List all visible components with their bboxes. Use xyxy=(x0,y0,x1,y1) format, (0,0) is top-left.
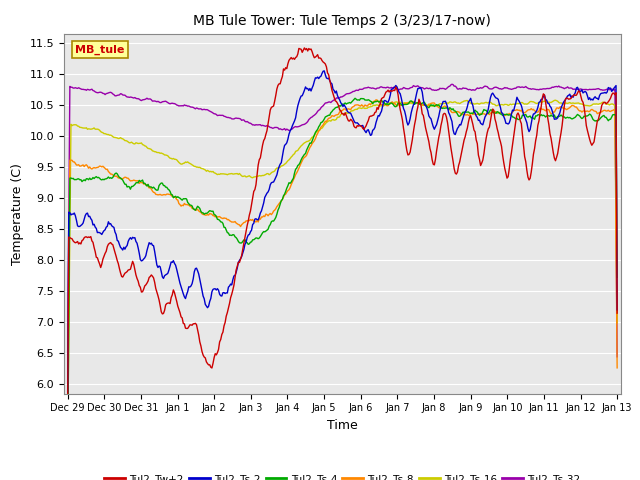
Tul2_Ts-32 xyxy=(328,98,336,104)
Tul2_Ts-2 xyxy=(64,390,72,396)
Tul2_Tw+2 xyxy=(362,123,370,129)
Tul2_Ts-8 xyxy=(372,97,380,103)
Tul2_Ts-32 xyxy=(515,84,523,90)
Line: Tul2_Ts-2: Tul2_Ts-2 xyxy=(68,71,617,393)
X-axis label: Time: Time xyxy=(327,419,358,432)
Tul2_Ts-16 xyxy=(552,97,559,103)
Tul2_Ts-2 xyxy=(321,68,328,74)
Tul2_Ts-4 xyxy=(324,112,332,118)
Tul2_Tw+2 xyxy=(515,113,523,119)
Tul2_Ts-32 xyxy=(391,84,399,90)
Legend: Tul2_Tw+2, Tul2_Ts-2, Tul2_Ts-4, Tul2_Ts-8, Tul2_Ts-16, Tul2_Ts-32: Tul2_Tw+2, Tul2_Ts-2, Tul2_Ts-4, Tul2_Ts… xyxy=(100,470,585,480)
Text: MB_tule: MB_tule xyxy=(75,44,125,55)
Tul2_Ts-4 xyxy=(613,275,621,280)
Tul2_Ts-8 xyxy=(601,108,609,113)
Tul2_Ts-16 xyxy=(361,106,369,111)
Tul2_Ts-4 xyxy=(601,114,609,120)
Y-axis label: Temperature (C): Temperature (C) xyxy=(11,163,24,264)
Tul2_Tw+2 xyxy=(392,84,399,90)
Tul2_Ts-4 xyxy=(328,108,336,114)
Tul2_Ts-4 xyxy=(351,96,359,101)
Tul2_Ts-4 xyxy=(362,97,370,103)
Tul2_Ts-16 xyxy=(324,118,332,124)
Tul2_Ts-8 xyxy=(328,113,336,119)
Tul2_Ts-32 xyxy=(361,85,369,91)
Tul2_Tw+2 xyxy=(64,408,72,414)
Title: MB Tule Tower: Tule Temps 2 (3/23/17-now): MB Tule Tower: Tule Temps 2 (3/23/17-now… xyxy=(193,14,492,28)
Tul2_Ts-16 xyxy=(328,117,336,123)
Tul2_Ts-16 xyxy=(64,437,72,443)
Tul2_Tw+2 xyxy=(613,310,621,316)
Tul2_Ts-2 xyxy=(515,98,523,104)
Tul2_Ts-32 xyxy=(601,87,609,93)
Tul2_Tw+2 xyxy=(301,45,308,51)
Line: Tul2_Ts-32: Tul2_Ts-32 xyxy=(68,84,617,357)
Tul2_Ts-2 xyxy=(326,78,333,84)
Tul2_Ts-32 xyxy=(64,351,72,357)
Tul2_Ts-16 xyxy=(601,100,609,106)
Line: Tul2_Ts-8: Tul2_Ts-8 xyxy=(68,100,617,399)
Tul2_Tw+2 xyxy=(601,99,609,105)
Tul2_Ts-8 xyxy=(361,102,369,108)
Tul2_Ts-16 xyxy=(613,320,621,325)
Tul2_Ts-4 xyxy=(515,117,523,122)
Line: Tul2_Tw+2: Tul2_Tw+2 xyxy=(68,48,617,411)
Tul2_Ts-2 xyxy=(613,307,621,313)
Tul2_Ts-16 xyxy=(514,100,522,106)
Tul2_Ts-2 xyxy=(329,86,337,92)
Tul2_Tw+2 xyxy=(326,77,333,83)
Tul2_Ts-2 xyxy=(392,83,399,88)
Line: Tul2_Ts-16: Tul2_Ts-16 xyxy=(68,100,617,440)
Tul2_Ts-4 xyxy=(392,104,399,109)
Tul2_Ts-16 xyxy=(391,99,399,105)
Tul2_Ts-8 xyxy=(392,102,399,108)
Line: Tul2_Ts-4: Tul2_Ts-4 xyxy=(68,98,617,467)
Tul2_Ts-8 xyxy=(324,115,332,121)
Tul2_Ts-2 xyxy=(601,90,609,96)
Tul2_Ts-32 xyxy=(613,354,621,360)
Tul2_Ts-8 xyxy=(64,396,72,402)
Tul2_Ts-8 xyxy=(515,107,523,113)
Tul2_Ts-32 xyxy=(324,99,332,105)
Tul2_Ts-8 xyxy=(613,365,621,371)
Tul2_Ts-2 xyxy=(362,130,370,135)
Tul2_Tw+2 xyxy=(329,91,337,97)
Tul2_Ts-32 xyxy=(448,82,456,87)
Tul2_Ts-4 xyxy=(64,464,72,470)
